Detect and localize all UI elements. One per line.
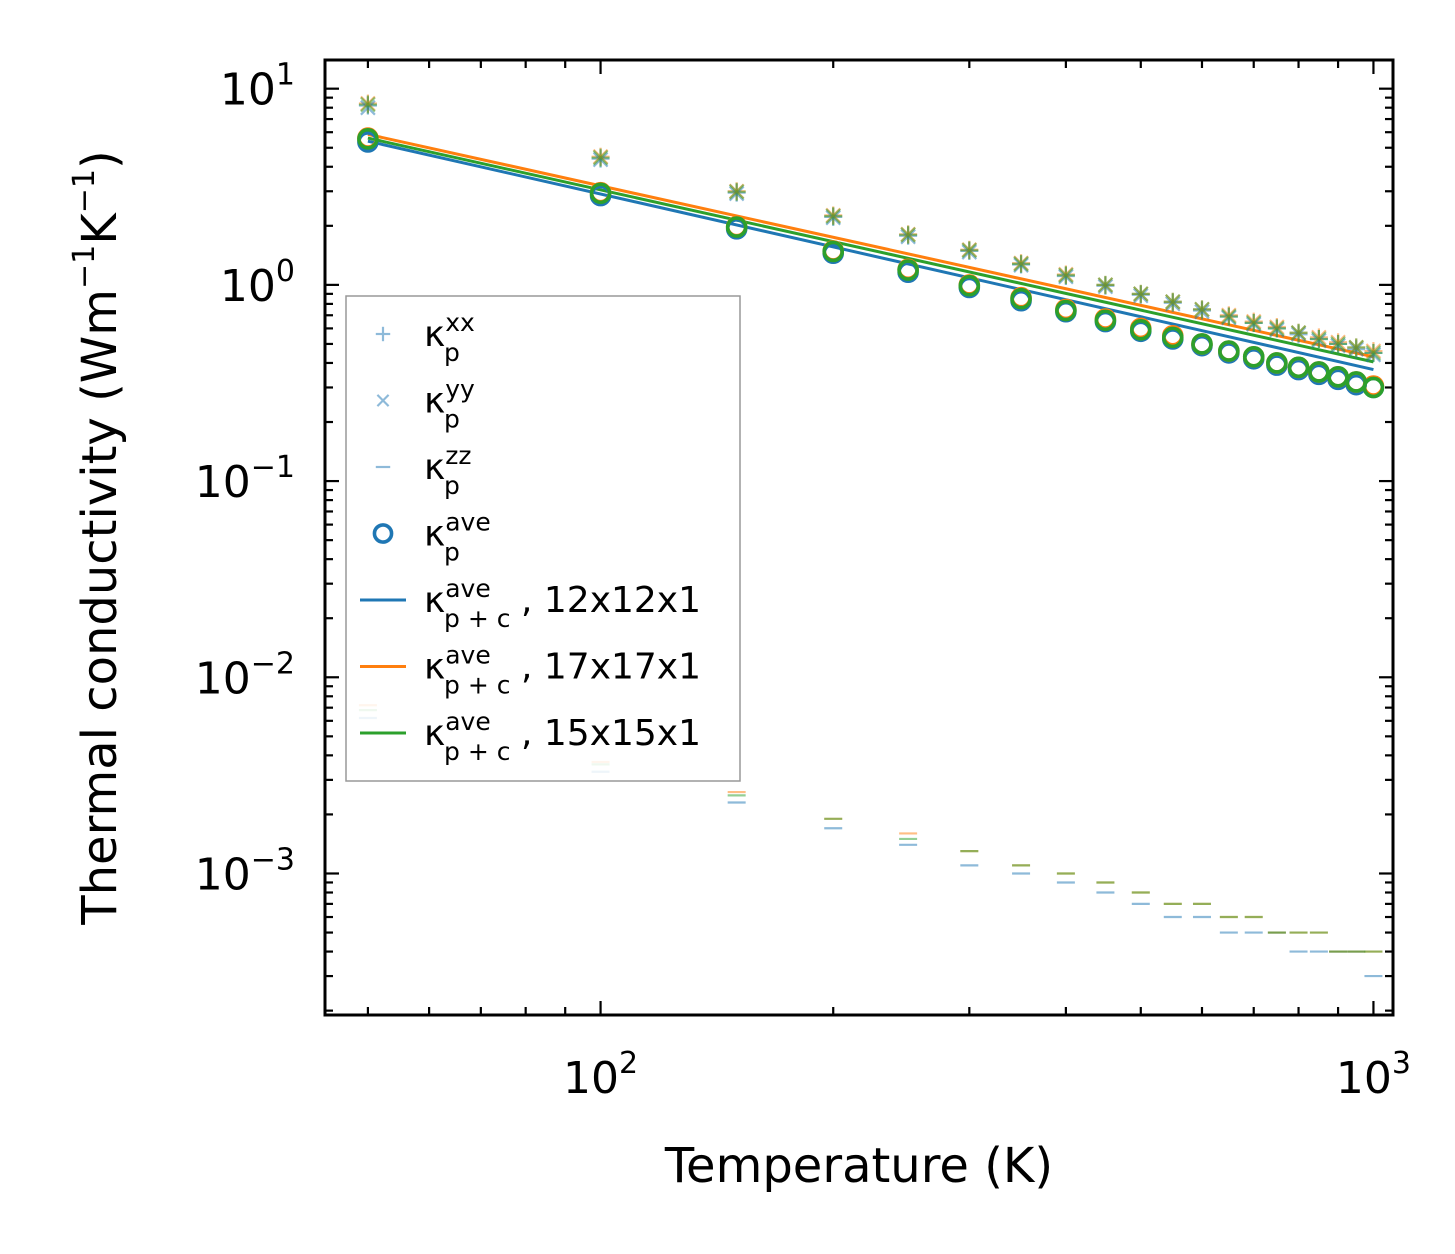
legend-plus-swatch: [375, 326, 391, 342]
y-tick-label: 10−2: [195, 646, 295, 704]
kave-point-green: [958, 274, 981, 297]
kyy-point-green: [1013, 256, 1029, 272]
legend-label: κave p + c, 15x15x1: [424, 707, 701, 766]
plot-area: [357, 94, 1385, 978]
kyy-point-green: [1348, 339, 1365, 356]
legend-box: [345, 295, 741, 782]
kyy-point-blue: [961, 244, 978, 260]
legend: κxx p κyy p κzz p κave p κave p + c, 12x12x1 κave p…: [345, 295, 741, 782]
kyy-point-green: [1194, 301, 1210, 318]
kave-point-green: [725, 216, 748, 238]
kyy-point-green: [1330, 336, 1346, 352]
legend-label: κave p: [424, 508, 491, 567]
kave-point-green: [822, 240, 845, 263]
x-axis-title: Temperature (K): [664, 1138, 1053, 1194]
kyy-point-green: [961, 242, 978, 259]
kyy-point-blue: [592, 151, 609, 168]
legend-label: κzz p: [424, 441, 471, 500]
kave-point-green: [1191, 333, 1213, 355]
fit-line-17x17x1: [367, 132, 1374, 359]
legend-label: κave p + c, 17x17x1: [424, 641, 701, 700]
kave-point-green: [1094, 309, 1117, 332]
kave-point-green: [1308, 361, 1330, 383]
y-tick-label: 101: [220, 58, 295, 116]
kave-point-green: [357, 128, 379, 150]
axes-frame: [323, 58, 1395, 1017]
kyy-point-green: [1058, 267, 1074, 283]
legend-label: κave p + c, 12x12x1: [424, 574, 701, 633]
y-tick-label: 10−3: [195, 842, 295, 900]
kyy-point-blue: [1365, 347, 1382, 363]
kyy-point-blue: [1330, 337, 1346, 354]
kyy-point-green: [1097, 277, 1114, 293]
x-tick-label: 103: [1336, 1046, 1411, 1104]
kyy-point-orange: [1330, 334, 1346, 351]
legend-label: κxx p: [424, 308, 475, 367]
kyy-point-green: [728, 184, 745, 200]
kyy-point-blue: [360, 99, 376, 116]
kyy-point-blue: [900, 228, 916, 245]
kyy-point-blue: [1097, 278, 1114, 295]
legend-circle-swatch: [372, 523, 394, 544]
kave-point-green: [897, 259, 919, 281]
kyy-point-green: [1269, 320, 1285, 337]
kyy-point-green: [1221, 308, 1237, 325]
kyy-point-green: [1311, 331, 1327, 347]
kyy-point-orange: [1365, 343, 1382, 359]
kave-point-green: [1129, 319, 1152, 341]
y-axis-title-text: Thermal conductivity (Wm−1K−1): [67, 150, 128, 925]
kyy-point-blue: [1194, 303, 1210, 320]
kyy-point-blue: [1311, 332, 1327, 349]
kyy-point-blue: [1133, 287, 1149, 304]
legend-x-swatch: [376, 394, 390, 407]
kave-point-green: [589, 182, 612, 205]
kyy-point-green: [1365, 345, 1382, 361]
kave-point-green: [1362, 376, 1385, 399]
x-tick-label: 102: [563, 1046, 638, 1104]
fit-line-12x12x1: [367, 139, 1374, 372]
kave-point-green: [1161, 326, 1184, 349]
tick-labels: 102 103 101 100 10−1 10−2 10−3: [195, 58, 1411, 1104]
fit-line-15x15x1: [367, 136, 1374, 364]
kave-point-green: [1242, 345, 1265, 368]
kyy-point-blue: [1348, 341, 1365, 357]
kyy-point-green: [1290, 324, 1307, 341]
kyy-point-blue: [1164, 296, 1181, 312]
kave-point-green: [1266, 352, 1288, 374]
kyy-point-green: [360, 96, 376, 113]
kave-point-green: [1218, 340, 1240, 362]
y-tick-label: 10−1: [195, 450, 295, 508]
kyy-point-green: [900, 227, 916, 243]
legend-label: κyy p: [424, 375, 475, 434]
kyy-point-green: [1133, 286, 1149, 302]
kyy-point-green: [825, 208, 842, 224]
kyy-point-green: [592, 149, 609, 166]
y-tick-label: 100: [220, 254, 295, 312]
kave-point-green: [1010, 287, 1032, 310]
kyy-point-green: [1164, 294, 1181, 310]
kyy-point-blue: [728, 185, 745, 202]
kave-point-green: [1055, 299, 1077, 322]
y-axis-title: Thermal conductivity (Wm−1K−1): [67, 150, 128, 925]
kyy-point-orange: [1311, 329, 1327, 346]
kave-point-green: [1287, 356, 1310, 379]
kyy-point-green: [1245, 315, 1262, 331]
